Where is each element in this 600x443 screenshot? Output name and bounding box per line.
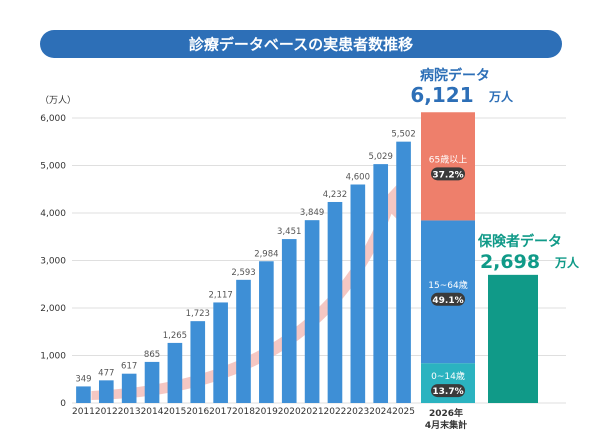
x-tick-2019: 2019 — [255, 407, 278, 417]
hospital-percent-pill-0 — [431, 384, 465, 398]
x-tick-2021: 2021 — [301, 407, 324, 417]
bar-value-2019: 2,984 — [254, 249, 278, 259]
insurer-data-unit: 万人 — [554, 255, 580, 270]
bar-value-2011: 349 — [75, 374, 91, 384]
x-tick-2013: 2013 — [118, 407, 141, 417]
hospital-data-stack: 0~14歳 13.7% 15~64歳 49.1% 65歳以上 37.2% — [421, 112, 475, 403]
bar-value-2024: 5,029 — [369, 152, 393, 162]
x-tick-2025: 2025 — [392, 407, 415, 417]
x-tick-2024: 2024 — [369, 407, 392, 417]
bar-2018 — [236, 279, 251, 403]
yearly-bars — [76, 141, 411, 403]
hospital-percent-pill-1 — [431, 292, 465, 306]
chart-title: 診療データベースの実患者数推移 — [189, 36, 413, 54]
x-tick-2016: 2016 — [186, 407, 209, 417]
hospital-percent-1: 49.1% — [432, 296, 463, 306]
bar-value-2018: 2,593 — [231, 268, 255, 278]
bar-value-2016: 1,723 — [186, 309, 210, 319]
bar-2016 — [190, 321, 206, 403]
bar-value-2015: 1,265 — [163, 331, 187, 341]
bar-2021 — [304, 220, 320, 403]
hospital-category-label-line1: 2026年 — [429, 407, 463, 419]
bar-2015 — [167, 342, 183, 403]
x-tick-2022: 2022 — [324, 407, 347, 417]
bar-value-2012: 477 — [98, 368, 114, 378]
hospital-data-title: 病院データ — [420, 67, 490, 84]
x-tick-2023: 2023 — [346, 407, 369, 417]
y-tick-label: 5,000 — [40, 162, 66, 172]
insurer-data-total: 2,698 — [480, 251, 540, 273]
bar-value-2013: 617 — [121, 362, 137, 372]
hospital-percent-pill-2 — [431, 167, 465, 181]
bar-value-2022: 4,232 — [323, 190, 347, 200]
hospital-segment-1 — [421, 220, 475, 364]
bar-value-2025: 5,502 — [391, 130, 415, 140]
y-tick-label: 0 — [60, 399, 66, 409]
x-tick-2015: 2015 — [163, 407, 186, 417]
y-tick-label: 1,000 — [40, 352, 66, 362]
y-tick-label: 3,000 — [40, 257, 66, 267]
hospital-percent-0: 13.7% — [432, 387, 463, 397]
hospital-percent-2: 37.2% — [432, 170, 463, 180]
x-tick-2020: 2020 — [278, 407, 301, 417]
hospital-segment-label-1: 15~64歳 — [428, 279, 467, 291]
y-axis-ticks: 0 1,000 2,000 3,000 4,000 5,000 6,000 — [40, 114, 66, 409]
insurer-data-bar — [488, 274, 538, 403]
bar-2012 — [98, 380, 114, 403]
bar-2014 — [144, 361, 160, 403]
y-tick-label: 2,000 — [40, 304, 66, 314]
title-banner — [40, 30, 562, 58]
bar-2025 — [396, 141, 411, 403]
y-tick-label: 6,000 — [40, 114, 66, 124]
insurer-bar — [488, 274, 538, 403]
x-tick-2017: 2017 — [209, 407, 232, 417]
hospital-category-label-line2: 4月末集計 — [425, 419, 467, 431]
hospital-data-unit: 万人 — [488, 89, 514, 104]
hospital-segment-label-2: 65歳以上 — [429, 153, 467, 165]
bar-2013 — [121, 373, 137, 403]
bar-value-2014: 865 — [144, 350, 160, 360]
x-tick-2012: 2012 — [95, 407, 118, 417]
bar-2024 — [373, 164, 389, 403]
bar-2019 — [259, 261, 274, 403]
hospital-data-total: 6,121 — [410, 83, 473, 107]
hospital-segment-2 — [421, 112, 475, 221]
bar-value-2023: 4,600 — [346, 173, 370, 183]
x-tick-2018: 2018 — [232, 407, 255, 417]
hospital-segment-label-0: 0~14歳 — [431, 370, 465, 382]
y-tick-label: 4,000 — [40, 209, 66, 219]
bar-2017 — [213, 302, 228, 403]
x-tick-2011: 2011 — [72, 407, 95, 417]
y-axis-unit: （万人） — [40, 95, 76, 106]
bar-value-2017: 2,117 — [208, 290, 232, 300]
bar-2020 — [281, 239, 297, 403]
bar-2022 — [327, 201, 343, 403]
x-axis-ticks: 2011 2012 2013 2014 2015 2016 2017 2018 2019 2020… — [72, 407, 415, 417]
insurer-data-title: 保険者データ — [477, 233, 562, 250]
bar-value-2021: 3,849 — [300, 208, 324, 218]
bar-2023 — [350, 184, 366, 403]
bar-2011 — [76, 386, 91, 403]
bar-value-2020: 3,451 — [277, 227, 301, 237]
x-tick-2014: 2014 — [141, 407, 164, 417]
